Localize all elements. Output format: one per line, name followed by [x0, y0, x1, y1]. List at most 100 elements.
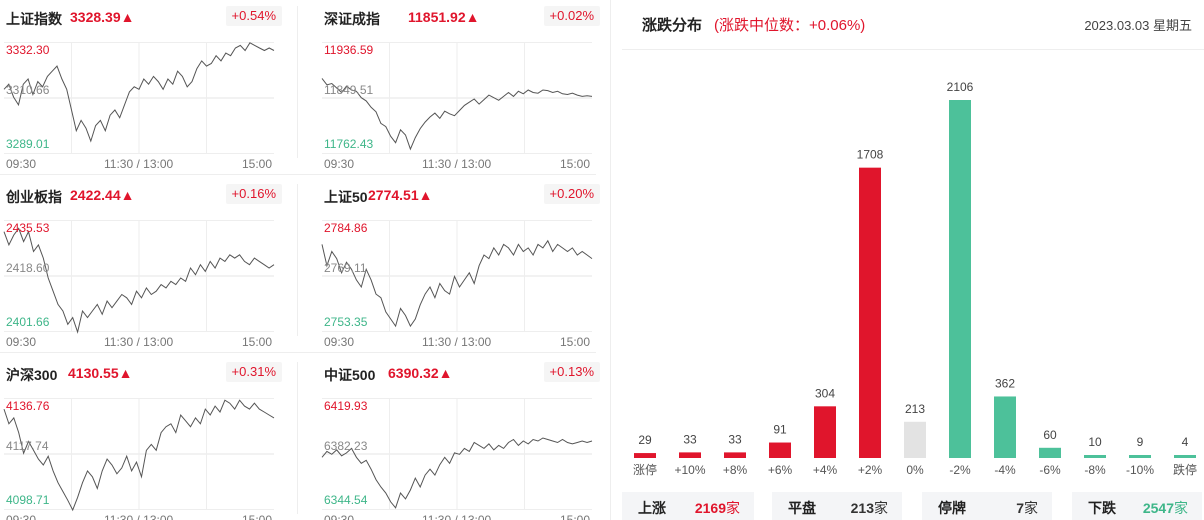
intraday-chart [321, 220, 593, 332]
distribution-bar [1039, 447, 1061, 458]
price-line [3, 42, 275, 143]
bar-category-label: +4% [813, 463, 838, 477]
distribution-bar [724, 452, 746, 458]
distribution-bar [1174, 455, 1196, 458]
mid-label: 2418.60 [6, 261, 50, 275]
bar-value-label: 10 [1088, 435, 1102, 449]
distribution-bar [949, 100, 971, 458]
index-card[interactable]: 深证成指 11851.92▲ +0.02% 11936.59 11849.51 … [318, 6, 604, 176]
index-header: 沪深300 4130.55▲ +0.31% [0, 362, 286, 384]
index-card[interactable]: 沪深300 4130.55▲ +0.31% 4136.76 4117.74 40… [0, 362, 286, 520]
time-end: 15:00 [241, 157, 272, 171]
bar-category-label: 跌停 [1173, 462, 1197, 477]
intraday-chart [321, 42, 593, 154]
bar-category-label: 涨停 [633, 462, 657, 477]
index-name: 中证500 [324, 367, 376, 383]
summary-count: 7 [1016, 500, 1024, 516]
summary-item: 停牌 7家 [922, 492, 1052, 520]
index-change-badge: +0.20% [543, 184, 600, 204]
bar-value-label: 29 [638, 433, 652, 447]
index-name: 上证指数 [6, 11, 62, 27]
trade-date: 2023.03.03 星期五 [1084, 18, 1192, 33]
column-divider [297, 184, 298, 336]
column-divider [297, 6, 298, 158]
intraday-chart [3, 42, 275, 154]
summary-label: 平盘 [788, 500, 816, 516]
time-end: 15:00 [241, 513, 272, 520]
bar-value-label: 33 [683, 432, 697, 446]
time-mid: 11:30 / 13:00 [422, 157, 492, 171]
summary-unit: 家 [874, 500, 888, 516]
bar-category-label: +2% [858, 463, 883, 477]
distribution-bar [1084, 455, 1106, 458]
index-value: 11851.92▲ [408, 9, 480, 25]
index-card[interactable]: 中证500 6390.32▲ +0.13% 6419.93 6382.23 63… [318, 362, 604, 520]
summary-value: 2169家 [695, 498, 740, 518]
bar-value-label: 2106 [947, 80, 974, 94]
summary-label: 下跌 [1088, 500, 1116, 516]
bar-category-label: -10% [1126, 463, 1154, 477]
high-label: 2435.53 [6, 221, 50, 235]
panel-divider [610, 0, 611, 520]
mid-label: 11849.51 [324, 83, 374, 97]
index-name: 深证成指 [324, 11, 380, 27]
high-label: 11936.59 [324, 43, 374, 57]
summary-count: 2547 [1142, 500, 1174, 516]
time-start: 09:30 [6, 157, 37, 171]
index-card[interactable]: 创业板指 2422.44▲ +0.16% 2435.53 2418.60 240… [0, 184, 286, 354]
index-header: 创业板指 2422.44▲ +0.16% [0, 184, 286, 206]
time-end: 15:00 [559, 335, 590, 349]
index-change-badge: +0.54% [225, 6, 282, 26]
low-label: 2753.35 [324, 315, 368, 329]
distribution-bar [814, 406, 836, 458]
time-start: 09:30 [6, 513, 37, 520]
time-end: 15:00 [241, 335, 272, 349]
index-card[interactable]: 上证50 2774.51▲ +0.20% 2784.86 2769.11 275… [318, 184, 604, 354]
distribution-bar [679, 452, 701, 458]
distribution-bar [769, 442, 791, 458]
mid-label: 2769.11 [324, 261, 367, 275]
summary-value: 7家 [1016, 498, 1038, 518]
summary-item: 下跌 2547家 [1072, 492, 1202, 520]
index-value: 3328.39▲ [70, 9, 135, 25]
bar-category-label: +8% [723, 463, 748, 477]
time-end: 15:00 [559, 513, 590, 520]
summary-unit: 家 [1174, 500, 1188, 516]
summary-unit: 家 [726, 500, 740, 516]
mid-label: 3310.66 [6, 83, 50, 97]
median-change: (涨跌中位数：+0.06%) [714, 17, 866, 34]
high-label: 6419.93 [324, 399, 368, 413]
bar-category-label: 0% [906, 463, 924, 477]
bar-category-label: -4% [994, 463, 1016, 477]
index-value: 6390.32▲ [388, 365, 453, 381]
mid-label: 4117.74 [6, 439, 49, 453]
column-divider [297, 362, 298, 514]
summary-unit: 家 [1024, 500, 1038, 516]
time-start: 09:30 [6, 335, 37, 349]
summary-value: 2547家 [1143, 498, 1188, 518]
bar-value-label: 213 [905, 402, 925, 416]
time-mid: 11:30 / 13:00 [104, 157, 174, 171]
bar-category-label: +10% [674, 463, 705, 477]
index-header: 深证成指 11851.92▲ +0.02% [318, 6, 604, 28]
mid-label: 6382.23 [324, 439, 368, 453]
price-line [321, 239, 593, 328]
low-label: 4098.71 [6, 493, 50, 507]
index-name: 创业板指 [6, 189, 62, 205]
bar-value-label: 9 [1137, 435, 1144, 449]
index-change-badge: +0.16% [225, 184, 282, 204]
time-end: 15:00 [559, 157, 590, 171]
distribution-bar [859, 167, 881, 458]
time-start: 09:30 [324, 157, 355, 171]
low-label: 6344.54 [324, 493, 368, 507]
distribution-bar [634, 453, 656, 458]
index-card[interactable]: 上证指数 3328.39▲ +0.54% 3332.30 3310.66 328… [0, 6, 286, 176]
index-name: 沪深300 [6, 367, 58, 383]
bar-value-label: 4 [1182, 435, 1189, 449]
index-header: 中证500 6390.32▲ +0.13% [318, 362, 604, 384]
bar-value-label: 60 [1043, 428, 1057, 442]
distribution-bar [1129, 455, 1151, 458]
time-mid: 11:30 / 13:00 [422, 513, 492, 520]
summary-label: 上涨 [638, 500, 666, 516]
index-header: 上证指数 3328.39▲ +0.54% [0, 6, 286, 28]
